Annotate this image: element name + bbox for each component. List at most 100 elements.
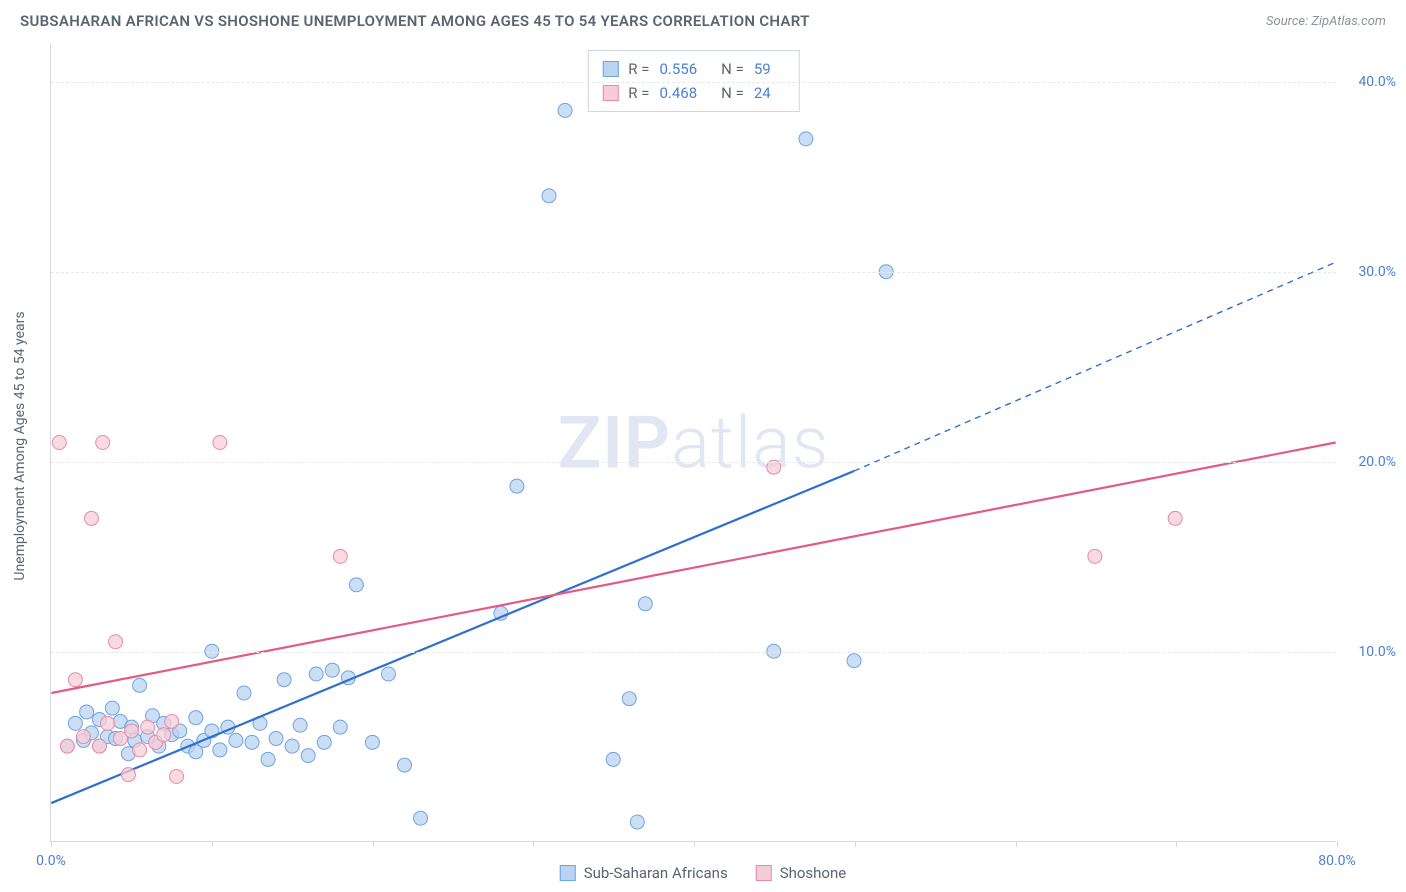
legend-swatch-icon (756, 865, 772, 881)
scatter-point-ssa (80, 705, 94, 719)
scatter-point-shoshone (101, 716, 115, 730)
scatter-point-shoshone (165, 714, 179, 728)
legend-label: Sub-Saharan Africans (584, 864, 728, 882)
scatter-point-ssa (309, 667, 323, 681)
legend-swatch-icon (560, 865, 576, 881)
x-tick (212, 841, 213, 847)
stat-r-label: R = (628, 57, 649, 81)
x-tick (373, 841, 374, 847)
chart-plot-area: ZIPatlas R =0.556N =59R =0.468N =24 10.0… (50, 44, 1336, 842)
y-tick-label: 40.0% (1358, 74, 1396, 90)
gridline (51, 462, 1336, 463)
scatter-point-ssa (630, 815, 644, 829)
scatter-point-ssa (237, 686, 251, 700)
legend-label: Shoshone (780, 864, 847, 882)
scatter-point-shoshone (109, 635, 123, 649)
scatter-point-shoshone (1088, 549, 1102, 563)
stats-swatch-icon (602, 61, 618, 77)
scatter-point-ssa (285, 739, 299, 753)
scatter-point-ssa (398, 758, 412, 772)
trendline-dash-ssa (854, 262, 1336, 471)
y-tick-label: 10.0% (1358, 644, 1396, 660)
y-axis-label: Unemployment Among Ages 45 to 54 years (12, 311, 28, 580)
scatter-point-ssa (606, 752, 620, 766)
scatter-point-ssa (558, 103, 572, 117)
scatter-point-ssa (542, 189, 556, 203)
x-tick-label: 80.0% (1318, 853, 1356, 869)
x-tick (1337, 841, 1338, 847)
stat-r-label: R = (628, 81, 649, 105)
stat-n-value: 24 (754, 81, 771, 105)
scatter-point-shoshone (121, 768, 135, 782)
x-tick (855, 841, 856, 847)
scatter-point-ssa (333, 720, 347, 734)
x-tick (1176, 841, 1177, 847)
scatter-point-ssa (622, 692, 636, 706)
scatter-point-shoshone (76, 730, 90, 744)
scatter-point-ssa (261, 752, 275, 766)
scatter-point-shoshone (84, 511, 98, 525)
scatter-point-ssa (229, 733, 243, 747)
chart-title: SUBSAHARAN AFRICAN VS SHOSHONE UNEMPLOYM… (20, 12, 810, 30)
legend-item: Shoshone (756, 864, 847, 882)
scatter-point-ssa (105, 701, 119, 715)
stats-row: R = 0.556 N = 59 (602, 57, 784, 81)
gridline (51, 82, 1336, 83)
scatter-point-ssa (799, 132, 813, 146)
scatter-point-ssa (414, 811, 428, 825)
scatter-point-ssa (277, 673, 291, 687)
source-label: Source: ZipAtlas.com (1266, 14, 1386, 29)
scatter-point-ssa (325, 663, 339, 677)
scatter-point-shoshone (1168, 511, 1182, 525)
gridline (51, 272, 1336, 273)
chart-header: SUBSAHARAN AFRICAN VS SHOSHONE UNEMPLOYM… (0, 0, 1406, 38)
scatter-point-ssa (301, 749, 315, 763)
scatter-point-shoshone (213, 436, 227, 450)
trendline-ssa (51, 471, 854, 803)
scatter-point-shoshone (68, 673, 82, 687)
scatter-point-shoshone (141, 720, 155, 734)
scatter-point-ssa (293, 718, 307, 732)
x-tick-label: 0.0% (36, 853, 66, 869)
x-tick (51, 841, 52, 847)
scatter-point-shoshone (333, 549, 347, 563)
scatter-plot-svg (51, 44, 1336, 841)
scatter-point-ssa (269, 732, 283, 746)
scatter-point-shoshone (60, 739, 74, 753)
scatter-point-shoshone (125, 724, 139, 738)
stat-r-value: 0.556 (659, 57, 697, 81)
x-tick (1016, 841, 1017, 847)
stats-box: R =0.556N =59R =0.468N =24 (587, 50, 799, 112)
scatter-point-ssa (245, 735, 259, 749)
stats-swatch-icon (602, 85, 618, 101)
scatter-point-ssa (68, 716, 82, 730)
trendline-shoshone (51, 443, 1335, 693)
scatter-point-shoshone (96, 436, 110, 450)
x-tick (694, 841, 695, 847)
scatter-point-shoshone (92, 739, 106, 753)
scatter-point-ssa (317, 735, 331, 749)
scatter-point-shoshone (52, 436, 66, 450)
stat-n-label: N = (721, 81, 744, 105)
scatter-point-ssa (349, 578, 363, 592)
stat-n-value: 59 (754, 57, 771, 81)
scatter-point-ssa (638, 597, 652, 611)
scatter-point-shoshone (157, 728, 171, 742)
bottom-legend: Sub-Saharan Africans Shoshone (560, 864, 846, 882)
scatter-point-ssa (510, 479, 524, 493)
x-tick (533, 841, 534, 847)
legend-item: Sub-Saharan Africans (560, 864, 728, 882)
y-tick-label: 30.0% (1358, 264, 1396, 280)
gridline (51, 652, 1336, 653)
scatter-point-ssa (847, 654, 861, 668)
scatter-point-ssa (365, 735, 379, 749)
scatter-point-shoshone (170, 769, 184, 783)
scatter-point-ssa (381, 667, 395, 681)
y-tick-label: 20.0% (1358, 454, 1396, 470)
scatter-point-ssa (213, 743, 227, 757)
scatter-point-ssa (189, 711, 203, 725)
scatter-point-shoshone (133, 743, 147, 757)
scatter-point-ssa (133, 678, 147, 692)
stat-n-label: N = (721, 57, 744, 81)
stats-row: R =0.468N =24 (602, 81, 784, 105)
